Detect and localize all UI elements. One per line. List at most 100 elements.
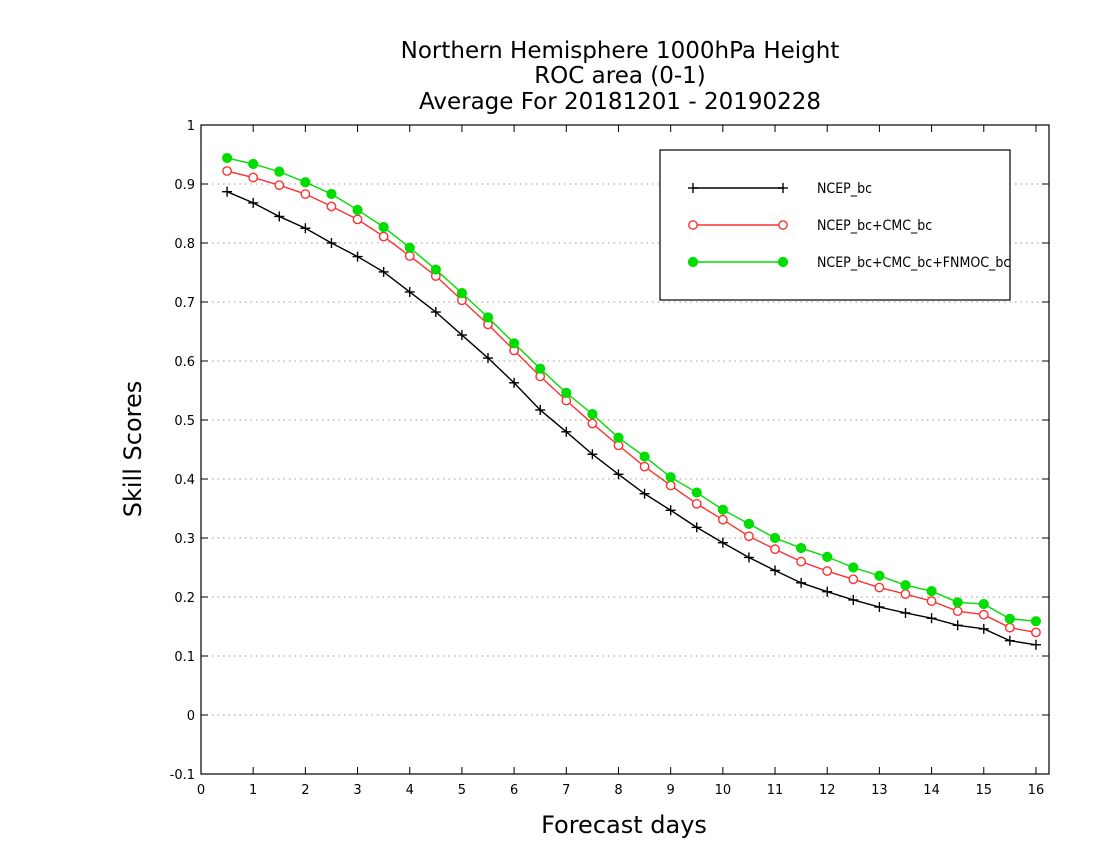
data-point	[404, 286, 415, 297]
data-point	[796, 542, 807, 554]
series-line	[226, 191, 1037, 646]
y-tick-label: 0.1	[174, 650, 195, 665]
data-point	[248, 158, 259, 170]
chart-title-line-2: ROC area (0-1)	[534, 63, 706, 89]
data-point	[796, 577, 807, 588]
data-point	[796, 556, 807, 567]
data-point	[300, 223, 311, 234]
legend-marker	[777, 256, 789, 268]
data-point	[639, 451, 650, 462]
data-point	[561, 426, 572, 437]
data-point	[248, 172, 259, 183]
data-point	[848, 574, 859, 585]
data-point	[221, 152, 233, 164]
legend: NCEP_bc NCEP_bc+CMC_bc NCEP_bc+CMC_bc+FNMO…	[659, 149, 1011, 301]
data-point	[952, 597, 963, 608]
y-tick-label: 0.7	[174, 296, 195, 311]
data-point	[639, 461, 650, 472]
data-point	[222, 186, 233, 197]
data-point	[770, 565, 781, 576]
legend-item: NCEP_bc+CMC_bc+FNMOC_bc	[687, 255, 1010, 271]
data-point	[900, 589, 911, 599]
data-point	[665, 505, 676, 516]
data-point	[509, 377, 520, 388]
data-point	[926, 586, 937, 597]
y-tick-label: -0.1	[170, 768, 195, 783]
y-tick-label: 0	[187, 709, 195, 724]
series-0	[222, 186, 1041, 650]
data-point	[848, 594, 859, 605]
data-point	[430, 307, 441, 318]
data-point	[482, 312, 494, 323]
data-point	[717, 514, 728, 525]
data-point	[900, 580, 911, 591]
data-point	[483, 353, 494, 364]
data-point	[639, 488, 650, 499]
data-point	[587, 418, 598, 429]
data-point	[743, 518, 755, 529]
data-point	[378, 221, 389, 233]
data-series	[221, 152, 1042, 650]
legend-label: NCEP_bc+CMC_bc+FNMOC_bc	[817, 255, 1010, 271]
data-point	[717, 537, 728, 548]
data-point	[874, 582, 885, 593]
data-point	[822, 566, 833, 576]
data-point	[535, 363, 546, 374]
legend-marker	[687, 256, 699, 268]
data-point	[978, 623, 989, 634]
y-tick-label: 0.5	[174, 414, 195, 429]
x-tick-label: 5	[458, 783, 466, 798]
legend-label: NCEP_bc	[817, 181, 872, 197]
data-point	[926, 613, 937, 624]
data-point	[978, 609, 989, 620]
data-point	[274, 211, 285, 222]
y-tick-label: 0.2	[174, 591, 195, 606]
chart-title-line-3: Average For 20181201 - 20190228	[419, 89, 821, 115]
data-point	[744, 531, 754, 542]
legend-marker	[688, 183, 698, 193]
legend-marker	[778, 220, 788, 230]
x-tick-label: 2	[301, 783, 309, 798]
data-point	[300, 189, 311, 199]
data-point	[822, 586, 833, 597]
data-point	[274, 166, 285, 177]
data-point	[613, 469, 624, 480]
data-point	[378, 266, 389, 277]
data-point	[274, 180, 285, 191]
data-point	[1004, 635, 1015, 646]
data-point	[404, 251, 415, 261]
x-tick-label: 11	[767, 783, 784, 798]
data-point	[378, 231, 389, 242]
legend-marker	[688, 220, 698, 230]
data-point	[769, 532, 781, 544]
data-point	[1004, 613, 1015, 624]
y-axis-label: Skill Scores	[119, 381, 147, 518]
x-tick-label: 3	[353, 783, 361, 798]
y-tick-label: 0.9	[174, 178, 195, 193]
data-point	[691, 498, 702, 509]
y-tick-label: 0.8	[174, 237, 195, 252]
x-tick-label: 14	[923, 783, 940, 798]
data-point	[456, 288, 468, 299]
data-point	[587, 449, 598, 460]
data-point	[665, 472, 676, 483]
data-point	[743, 552, 754, 563]
data-point	[535, 404, 546, 415]
x-tick-label: 7	[562, 783, 570, 798]
axis-ticks: 0 1 2 3 4 5 6 7 8 9 10 11 12 13 14 15 16-0.100.10.20.30.…	[170, 119, 1049, 798]
legend-marker	[778, 183, 788, 193]
data-point	[352, 214, 363, 225]
data-point	[561, 387, 572, 398]
data-point	[691, 522, 702, 533]
x-tick-label: 0	[197, 783, 205, 798]
data-point	[926, 596, 937, 607]
data-point	[248, 197, 259, 208]
legend-item: NCEP_bc+CMC_bc	[688, 218, 932, 234]
data-point	[326, 238, 337, 248]
legend-item: NCEP_bc	[688, 181, 872, 197]
x-tick-label: 16	[1028, 783, 1045, 798]
chart-title-line-1: Northern Hemisphere 1000hPa Height	[401, 38, 840, 64]
plot-frame	[200, 124, 1050, 775]
data-point	[300, 177, 311, 188]
